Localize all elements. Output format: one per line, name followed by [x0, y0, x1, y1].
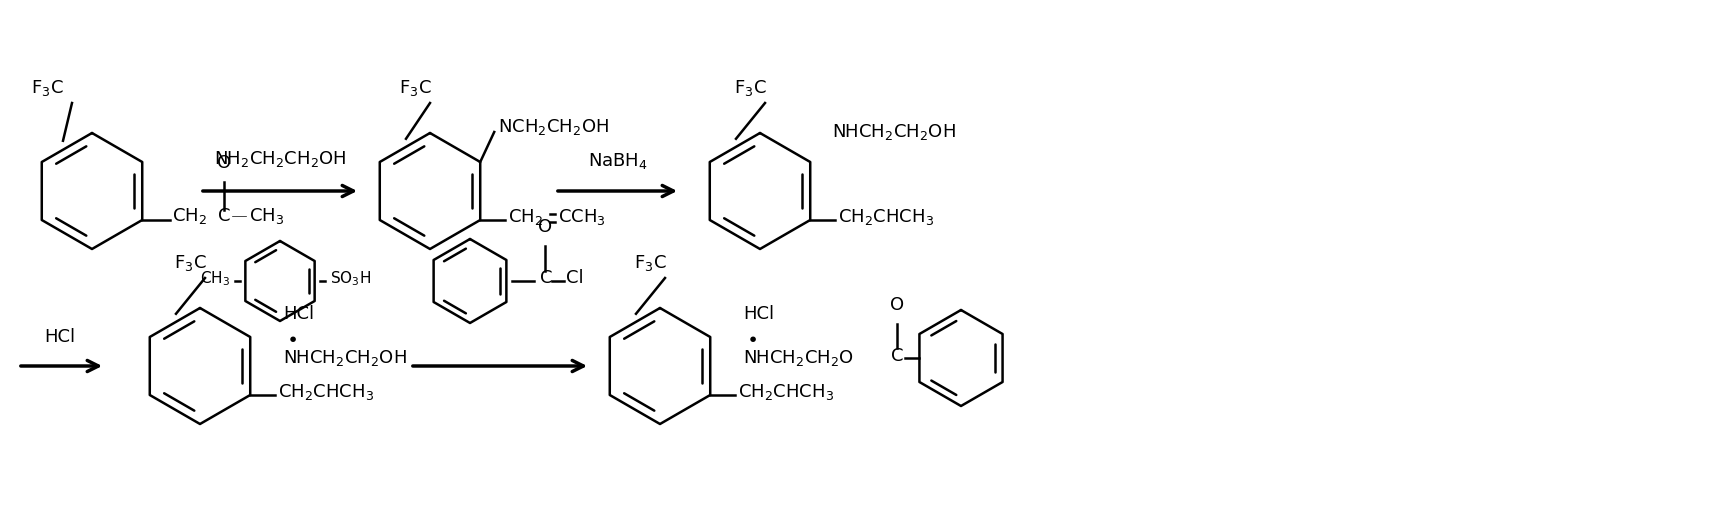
Text: NHCH$_2$CH$_2$OH: NHCH$_2$CH$_2$OH [832, 122, 957, 142]
Text: C: C [218, 207, 230, 225]
Text: C: C [540, 269, 552, 287]
Text: NHCH$_2$CH$_2$OH: NHCH$_2$CH$_2$OH [284, 348, 407, 368]
Text: HCl: HCl [742, 305, 773, 323]
Text: CH$_2$: CH$_2$ [173, 206, 208, 226]
Text: CCH$_3$: CCH$_3$ [559, 207, 605, 227]
Text: O: O [889, 296, 905, 314]
Text: NHCH$_2$CH$_2$O: NHCH$_2$CH$_2$O [742, 348, 855, 368]
Text: $\bullet$: $\bullet$ [285, 329, 298, 348]
Text: NH$_2$CH$_2$CH$_2$OH: NH$_2$CH$_2$CH$_2$OH [215, 149, 346, 169]
Text: O: O [218, 154, 232, 172]
Text: F$_3$C: F$_3$C [633, 253, 666, 273]
Text: HCl: HCl [284, 305, 315, 323]
Text: NCH$_2$CH$_2$OH: NCH$_2$CH$_2$OH [498, 117, 609, 137]
Text: F$_3$C: F$_3$C [734, 78, 766, 98]
Text: CH$_2$CHCH$_3$: CH$_2$CHCH$_3$ [279, 382, 374, 402]
Text: CH$_2$: CH$_2$ [509, 207, 543, 227]
Text: NaBH$_4$: NaBH$_4$ [588, 151, 647, 171]
Text: C: C [891, 347, 903, 365]
Text: F$_3$C: F$_3$C [398, 78, 431, 98]
Text: Cl: Cl [566, 269, 583, 287]
Text: O: O [538, 218, 552, 236]
Text: CH$_2$CHCH$_3$: CH$_2$CHCH$_3$ [739, 382, 834, 402]
Text: CH$_3$: CH$_3$ [201, 270, 230, 288]
Text: SO$_3$H: SO$_3$H [330, 270, 370, 288]
Text: HCl: HCl [45, 328, 76, 346]
Text: $\bullet$: $\bullet$ [746, 329, 758, 348]
Text: CH$_3$: CH$_3$ [249, 206, 284, 226]
Text: F$_3$C: F$_3$C [173, 253, 206, 273]
Text: CH$_2$CHCH$_3$: CH$_2$CHCH$_3$ [839, 207, 934, 227]
Text: F$_3$C: F$_3$C [31, 78, 64, 98]
